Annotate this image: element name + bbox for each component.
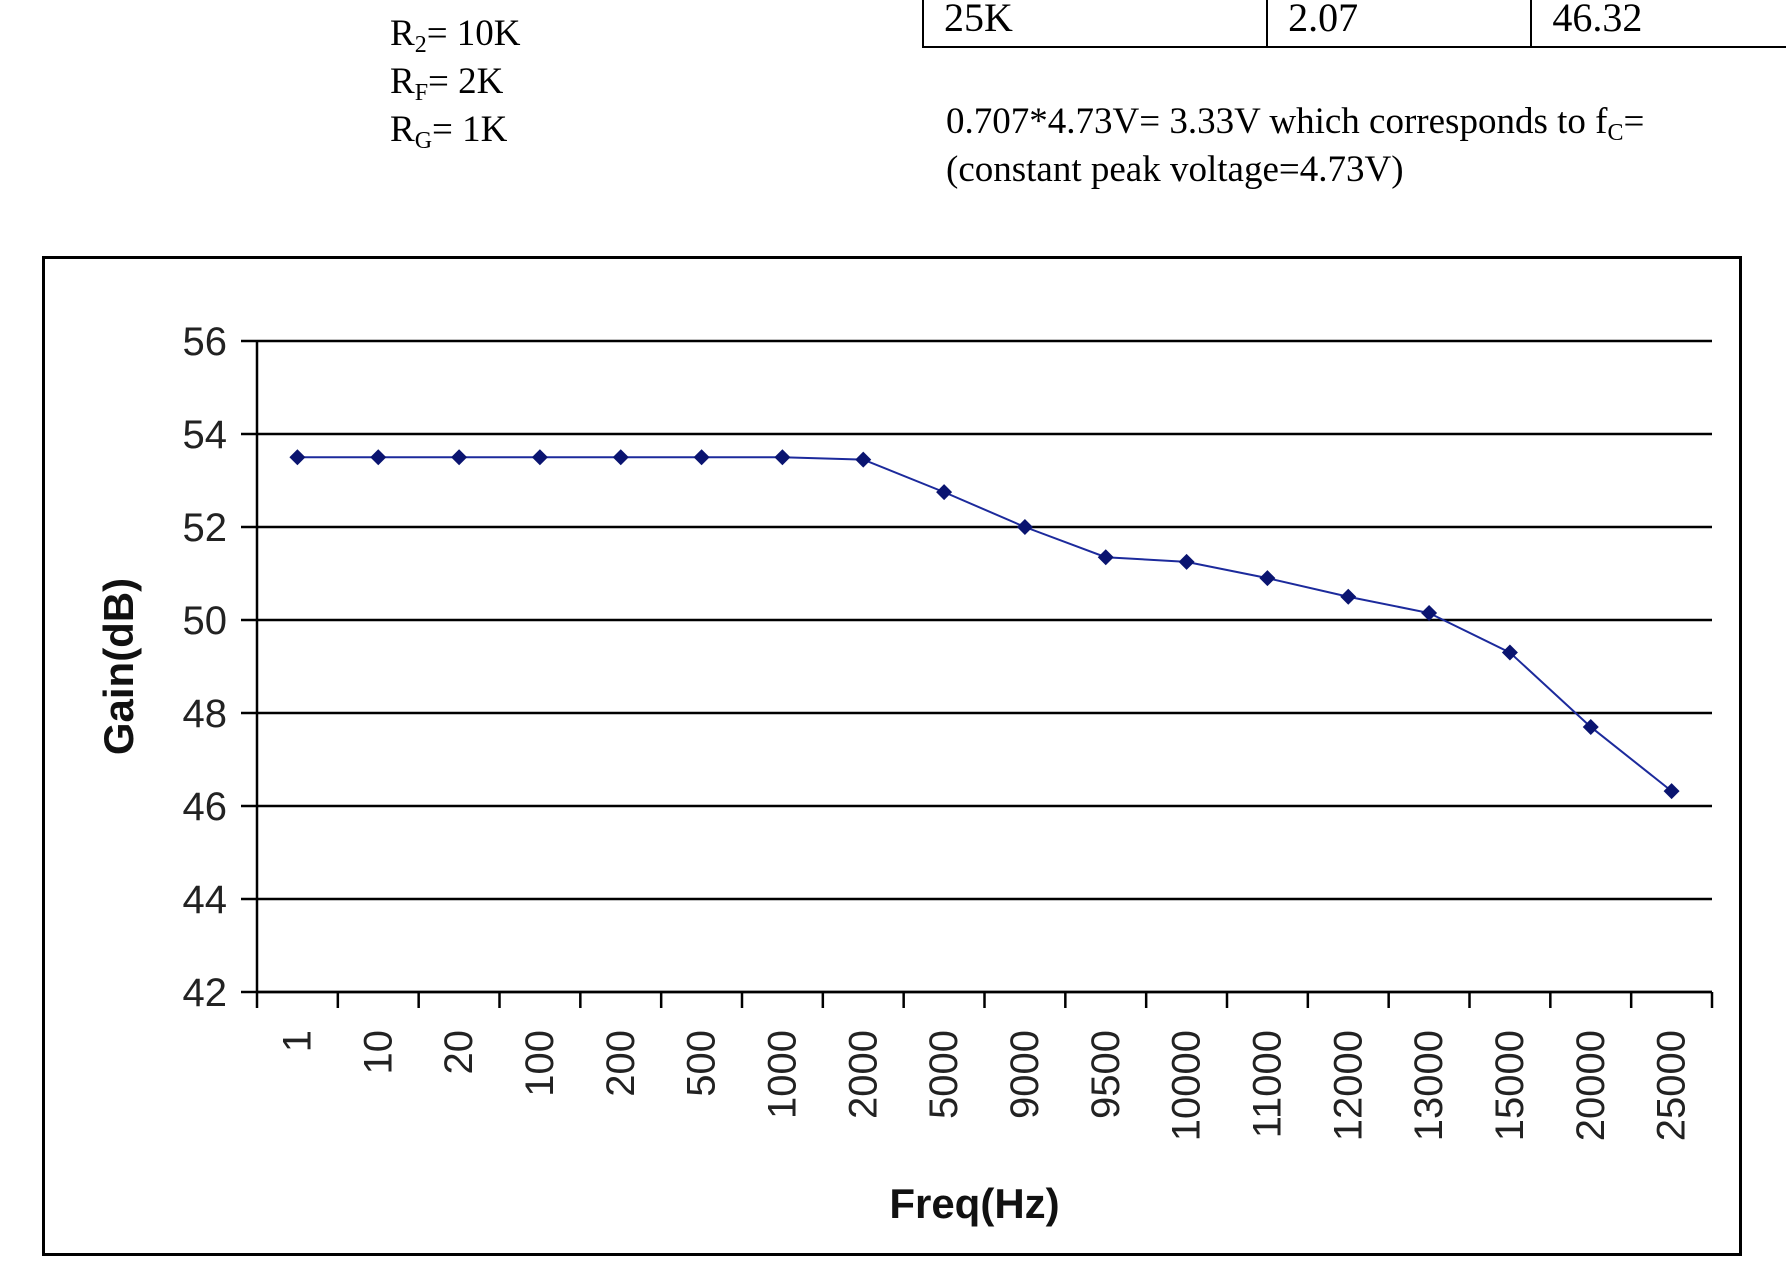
x-tick-label: 11000 bbox=[1245, 1030, 1289, 1138]
y-tick-label: 52 bbox=[183, 506, 228, 550]
x-tick-label: 13000 bbox=[1407, 1030, 1451, 1141]
x-axis-title: Freq(Hz) bbox=[889, 1180, 1059, 1227]
series-line bbox=[297, 456, 1673, 792]
x-tick-label: 12000 bbox=[1326, 1030, 1370, 1141]
y-tick-label: 46 bbox=[183, 785, 228, 829]
cutoff-note-line2: (constant peak voltage=4.73V) bbox=[946, 149, 1404, 190]
data-point bbox=[1421, 605, 1438, 622]
y-tick-label: 42 bbox=[183, 971, 228, 1015]
data-point bbox=[1340, 588, 1357, 605]
data-point bbox=[612, 449, 629, 466]
data-point bbox=[1501, 644, 1518, 661]
rf-value: RF= 2K bbox=[390, 61, 504, 106]
x-tick-label: 20000 bbox=[1569, 1030, 1613, 1141]
data-point bbox=[936, 484, 953, 501]
data-point bbox=[1582, 718, 1599, 735]
x-tick-label: 200 bbox=[599, 1030, 643, 1097]
x-tick-label: 5000 bbox=[922, 1030, 966, 1119]
rg-value: RG= 1K bbox=[390, 109, 508, 154]
data-point bbox=[531, 449, 548, 466]
x-tick-label: 1 bbox=[275, 1030, 319, 1052]
table-cell-freq: 25K bbox=[921, 0, 1268, 48]
data-point bbox=[774, 449, 791, 466]
y-tick-label: 50 bbox=[183, 599, 228, 643]
x-tick-label: 9500 bbox=[1084, 1030, 1128, 1119]
chart-frame bbox=[42, 256, 1742, 1256]
x-tick-label: 10 bbox=[356, 1030, 400, 1075]
y-tick-label: 44 bbox=[183, 878, 228, 922]
data-point bbox=[1259, 570, 1276, 587]
y-tick-label: 56 bbox=[183, 320, 228, 364]
x-tick-label: 100 bbox=[518, 1030, 562, 1097]
x-tick-label: 500 bbox=[680, 1030, 724, 1097]
data-point bbox=[1178, 553, 1195, 570]
x-tick-label: 10000 bbox=[1165, 1030, 1209, 1141]
x-tick-label: 1000 bbox=[760, 1030, 804, 1119]
data-point bbox=[1663, 783, 1680, 800]
table-row: 25K 2.07 46.32 bbox=[921, 0, 1786, 48]
y-axis-title: Gain(dB) bbox=[95, 578, 142, 755]
r2-value: R2= 10K bbox=[390, 13, 521, 58]
data-point bbox=[855, 451, 872, 468]
y-tick-label: 54 bbox=[183, 413, 228, 457]
data-table: 25K 2.07 46.32 bbox=[921, 0, 1786, 48]
data-point bbox=[1097, 549, 1114, 566]
data-point bbox=[289, 449, 306, 466]
data-point bbox=[370, 449, 387, 466]
x-tick-label: 9000 bbox=[1003, 1030, 1047, 1119]
table-cell-gain: 46.32 bbox=[1530, 0, 1786, 48]
data-point bbox=[693, 449, 710, 466]
x-tick-label: 15000 bbox=[1488, 1030, 1532, 1141]
data-point bbox=[1016, 519, 1033, 535]
cutoff-note-line1: 0.707*4.73V= 3.33V which corresponds to … bbox=[946, 101, 1645, 146]
y-tick-label: 48 bbox=[183, 692, 228, 736]
table-cell-vout: 2.07 bbox=[1266, 0, 1532, 48]
x-tick-label: 20 bbox=[437, 1030, 481, 1075]
x-tick-label: 2000 bbox=[841, 1030, 885, 1119]
x-tick-label: 25000 bbox=[1650, 1030, 1694, 1141]
data-point bbox=[451, 449, 468, 466]
